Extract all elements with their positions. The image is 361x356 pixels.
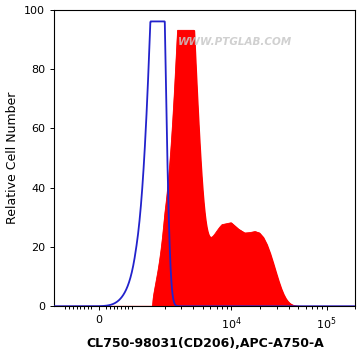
Text: WWW.PTGLAB.COM: WWW.PTGLAB.COM <box>178 37 292 47</box>
X-axis label: CL750-98031(CD206),APC-A750-A: CL750-98031(CD206),APC-A750-A <box>86 337 324 350</box>
Y-axis label: Relative Cell Number: Relative Cell Number <box>5 92 18 224</box>
